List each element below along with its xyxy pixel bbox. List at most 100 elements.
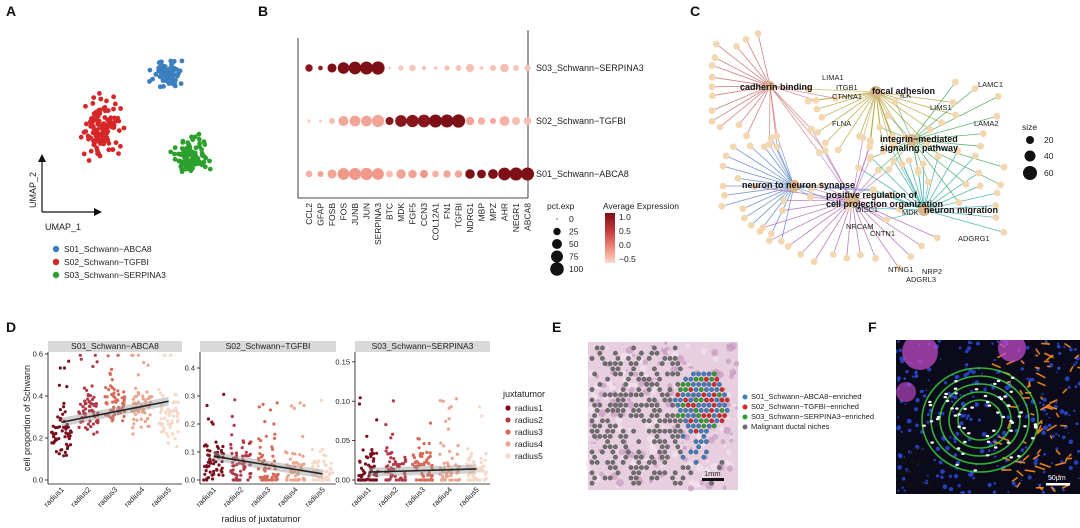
if-dapi-nucleus bbox=[996, 340, 1000, 343]
spatial-spot bbox=[714, 397, 720, 403]
prop-point bbox=[215, 452, 219, 457]
prop-point bbox=[273, 432, 277, 436]
prop-point bbox=[265, 474, 269, 478]
he-texture-blob bbox=[688, 365, 692, 369]
network-edge bbox=[711, 85, 771, 111]
umap-point bbox=[207, 166, 213, 172]
if-dapi-nucleus bbox=[914, 444, 920, 450]
prop-point bbox=[204, 469, 208, 473]
prop-legend-marker-2 bbox=[505, 417, 511, 423]
spatial-spot bbox=[724, 397, 730, 403]
gene-node bbox=[767, 134, 775, 142]
gene-node bbox=[923, 139, 931, 147]
prop-point bbox=[466, 447, 470, 451]
spatial-spot bbox=[644, 465, 649, 470]
if-dapi-nucleus bbox=[897, 340, 900, 343]
if-dapi-nucleus bbox=[1067, 385, 1071, 389]
spatial-spot bbox=[633, 402, 639, 408]
prop-point bbox=[425, 450, 429, 454]
if-mpz-signal bbox=[1055, 449, 1061, 456]
spatial-spot bbox=[675, 444, 681, 450]
spatial-spot bbox=[670, 413, 675, 418]
prop-point bbox=[104, 386, 108, 390]
if-dapi-nucleus bbox=[901, 477, 906, 481]
spatial-spot bbox=[665, 392, 670, 398]
spatial-spot bbox=[641, 376, 647, 382]
dot-plot: CCL2 GFAP FOSB FOS JUNB JUN SERPINA3 BTC MDK FGF5… bbox=[297, 30, 679, 276]
dot-cell bbox=[360, 167, 373, 181]
umap-point bbox=[94, 148, 100, 153]
gene-node bbox=[866, 143, 874, 151]
prop-point bbox=[136, 391, 140, 395]
spatial-spot bbox=[704, 397, 709, 403]
network-edge bbox=[890, 148, 925, 211]
prop-point bbox=[221, 444, 225, 449]
spatial-spot bbox=[678, 397, 683, 403]
umap-point bbox=[91, 142, 97, 148]
prop-point bbox=[62, 405, 66, 409]
if-dapi-nucleus bbox=[1024, 446, 1028, 449]
prop-point bbox=[232, 423, 236, 427]
spatial-spot bbox=[698, 387, 704, 392]
if-sox10-nucleus bbox=[1023, 425, 1027, 428]
he-texture-blob bbox=[682, 360, 687, 366]
he-texture-blob bbox=[615, 485, 619, 489]
gene-node bbox=[716, 123, 724, 131]
if-mpz-signal bbox=[1011, 476, 1019, 483]
if-dapi-nucleus bbox=[961, 490, 965, 494]
prop-point bbox=[479, 461, 484, 465]
he-texture-blob bbox=[695, 463, 704, 472]
prop-point bbox=[468, 472, 472, 476]
if-dapi-nucleus bbox=[1058, 367, 1061, 370]
dot-cell bbox=[509, 167, 523, 181]
prop-point bbox=[454, 397, 459, 401]
if-dapi-nucleus bbox=[981, 431, 987, 437]
if-mpz-signal bbox=[1036, 448, 1042, 454]
if-sox10-nucleus bbox=[1006, 441, 1011, 444]
dot-cell bbox=[440, 114, 454, 128]
network-edge bbox=[911, 133, 984, 141]
spatial-scalebar-label: 1mm bbox=[704, 469, 721, 478]
prop-point bbox=[411, 453, 415, 458]
he-texture-blob bbox=[712, 356, 719, 363]
gene-node bbox=[708, 73, 716, 81]
if-mpz-signal bbox=[1055, 461, 1067, 466]
spatial-spot bbox=[685, 392, 691, 398]
spatial-spot bbox=[691, 413, 696, 418]
prop-point bbox=[390, 473, 394, 477]
spatial-spot bbox=[589, 480, 595, 486]
prop-point bbox=[272, 459, 276, 463]
if-mpz-signal bbox=[1077, 366, 1080, 369]
spatial-spot bbox=[646, 387, 652, 392]
prop-point bbox=[145, 390, 149, 394]
prop-point bbox=[131, 397, 135, 401]
prop-point bbox=[479, 469, 483, 473]
spatial-spot bbox=[631, 428, 636, 434]
dot-cell bbox=[498, 167, 511, 181]
prop-point bbox=[293, 474, 298, 478]
he-texture-blob bbox=[615, 416, 623, 424]
gene-node bbox=[797, 251, 804, 258]
prop-point bbox=[66, 425, 70, 429]
size-legend-dot bbox=[552, 239, 562, 249]
spatial-legend-marker-serpina3 bbox=[742, 414, 748, 420]
prop-point bbox=[368, 472, 372, 476]
if-channel-sox10: SOX10 bbox=[899, 446, 928, 456]
he-texture-blob bbox=[627, 401, 635, 409]
prop-point bbox=[212, 462, 216, 466]
he-texture-blob bbox=[726, 392, 732, 397]
if-dapi-nucleus bbox=[954, 454, 957, 457]
spatial-spot bbox=[711, 423, 717, 429]
if-dapi-nucleus bbox=[1055, 447, 1059, 451]
spatial-spot bbox=[696, 382, 701, 387]
gene-node bbox=[746, 142, 754, 150]
dot-gene-label: BTC bbox=[385, 203, 395, 220]
prop-point bbox=[52, 432, 56, 436]
if-dapi-nucleus bbox=[914, 407, 919, 412]
network-edge bbox=[793, 185, 874, 191]
network-edge bbox=[783, 199, 853, 201]
prop-point bbox=[229, 446, 233, 450]
network-edge bbox=[923, 155, 976, 211]
prop-point bbox=[215, 444, 219, 449]
if-sox10-nucleus bbox=[962, 426, 966, 430]
